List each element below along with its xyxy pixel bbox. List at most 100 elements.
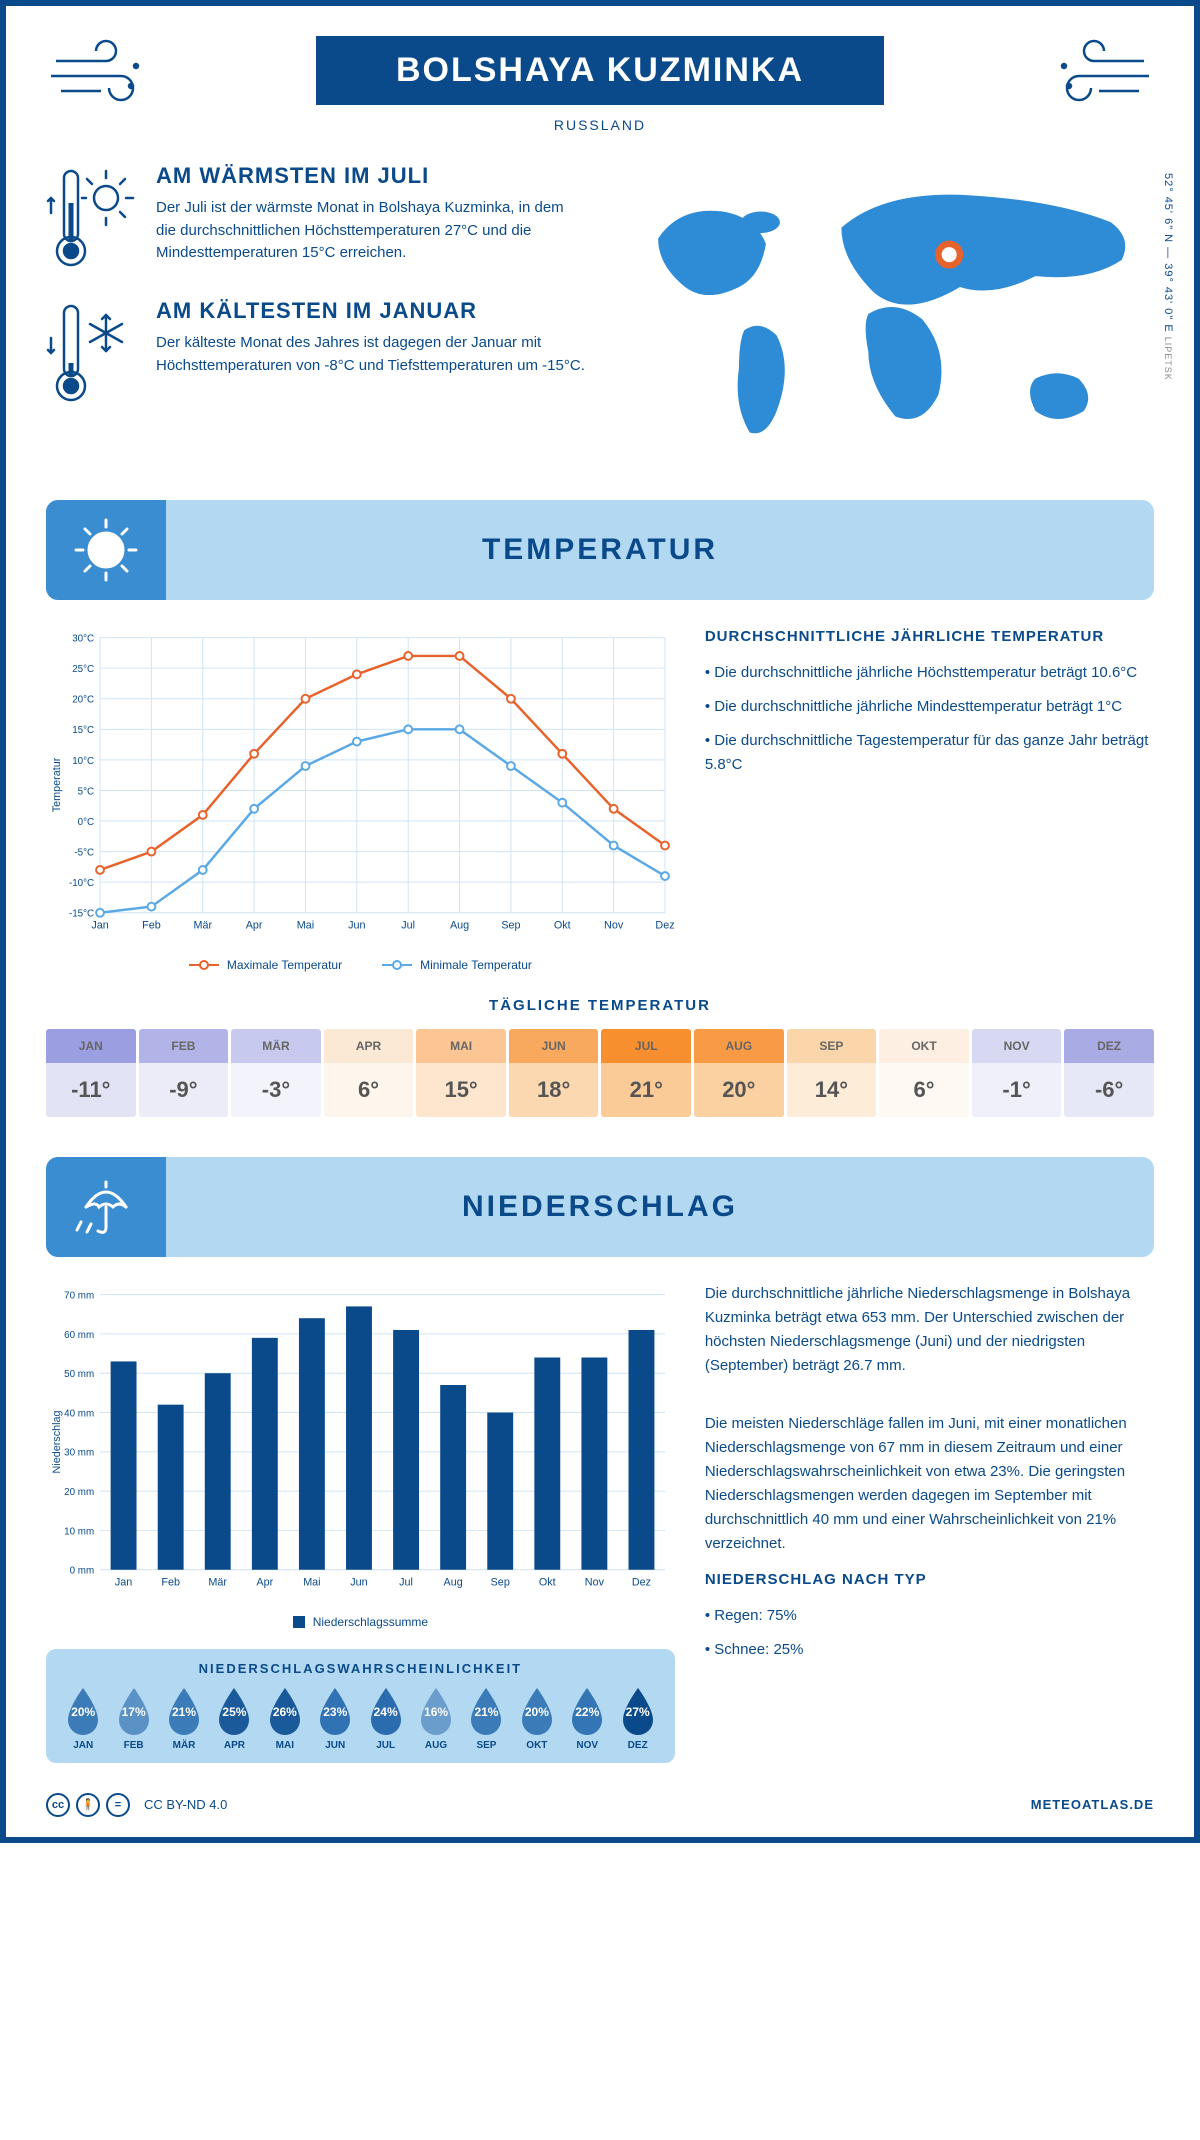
svg-text:Apr: Apr [256, 1576, 273, 1588]
svg-text:Okt: Okt [554, 919, 571, 931]
page-title: BOLSHAYA KUZMINKA [316, 36, 884, 105]
by-icon: 🧍 [76, 1793, 100, 1817]
cc-icon: cc [46, 1793, 70, 1817]
country-subtitle: RUSSLAND [46, 117, 1154, 133]
temp-cell: AUG 20° [694, 1029, 784, 1117]
precipitation-section-header: NIEDERSCHLAG [46, 1157, 1154, 1257]
svg-text:0 mm: 0 mm [70, 1565, 95, 1576]
daily-temp-table: JAN -11° FEB -9° MÄR -3° APR 6° MAI 15° … [46, 1029, 1154, 1117]
svg-text:-5°C: -5°C [74, 847, 94, 858]
probability-drop: 23% JUN [310, 1686, 360, 1751]
precipitation-summary: Die durchschnittliche jährliche Niedersc… [705, 1282, 1154, 1763]
temp-cell: MAI 15° [416, 1029, 506, 1117]
temp-cell: APR 6° [324, 1029, 414, 1117]
temp-cell: FEB -9° [139, 1029, 229, 1117]
svg-text:Dez: Dez [632, 1576, 651, 1588]
svg-text:Nov: Nov [604, 919, 624, 931]
thermometer-hot-icon [46, 163, 136, 273]
coldest-text: Der kälteste Monat des Jahres ist dagege… [156, 332, 585, 377]
precipitation-chart: 0 mm 10 mm 20 mm 30 mm 40 mm 50 mm 60 mm 70 mm J… [46, 1282, 675, 1629]
coldest-fact: AM KÄLTESTEN IM JANUAR Der kälteste Mona… [46, 298, 585, 408]
svg-text:50 mm: 50 mm [64, 1369, 94, 1380]
svg-text:Jul: Jul [399, 1576, 413, 1588]
wind-icon-left [46, 36, 166, 116]
temp-cell: DEZ -6° [1064, 1029, 1154, 1117]
probability-drop: 27% DEZ [612, 1686, 662, 1751]
temp-cell: MÄR -3° [231, 1029, 321, 1117]
svg-text:Niederschlag: Niederschlag [51, 1410, 63, 1473]
footer: cc 🧍 = CC BY-ND 4.0 METEOATLAS.DE [46, 1793, 1154, 1817]
temp-cell: JAN -11° [46, 1029, 136, 1117]
svg-text:0°C: 0°C [78, 817, 94, 828]
svg-text:25°C: 25°C [72, 664, 94, 675]
probability-drop: 26% MAI [260, 1686, 310, 1751]
coordinates: 52° 45' 6" N — 39° 43' 0" E LIPETSK [1162, 173, 1174, 381]
svg-text:10°C: 10°C [72, 756, 94, 767]
svg-text:20 mm: 20 mm [64, 1487, 94, 1498]
svg-text:60 mm: 60 mm [64, 1330, 94, 1341]
svg-text:40 mm: 40 mm [64, 1408, 94, 1419]
svg-text:Jan: Jan [115, 1576, 132, 1588]
temperature-summary: DURCHSCHNITTLICHE JÄHRLICHE TEMPERATUR •… [705, 625, 1154, 972]
svg-text:15°C: 15°C [72, 725, 94, 736]
probability-drop: 20% OKT [512, 1686, 562, 1751]
probability-drop: 21% MÄR [159, 1686, 209, 1751]
svg-text:Sep: Sep [501, 919, 520, 931]
probability-drop: 24% JUL [360, 1686, 410, 1751]
svg-text:Mär: Mär [193, 919, 212, 931]
svg-text:Aug: Aug [444, 1576, 463, 1588]
svg-text:5°C: 5°C [78, 786, 94, 797]
svg-text:Feb: Feb [161, 1576, 180, 1588]
temp-cell: JUL 21° [601, 1029, 691, 1117]
temp-cell: JUN 18° [509, 1029, 599, 1117]
probability-drop: 25% APR [209, 1686, 259, 1751]
temperature-title: TEMPERATUR [482, 533, 718, 567]
svg-text:Dez: Dez [655, 919, 674, 931]
temp-cell: NOV -1° [972, 1029, 1062, 1117]
svg-text:Jan: Jan [91, 919, 108, 931]
svg-text:30°C: 30°C [72, 633, 94, 644]
svg-text:Temperatur: Temperatur [51, 757, 63, 812]
svg-text:Mär: Mär [208, 1576, 227, 1588]
precipitation-title: NIEDERSCHLAG [462, 1190, 738, 1224]
svg-text:Jul: Jul [401, 919, 415, 931]
coldest-title: AM KÄLTESTEN IM JANUAR [156, 298, 585, 324]
umbrella-icon [71, 1172, 141, 1242]
svg-text:-15°C: -15°C [69, 908, 94, 919]
probability-drop: 21% SEP [461, 1686, 511, 1751]
temperature-legend: Maximale Temperatur Minimale Temperatur [46, 958, 675, 972]
svg-text:Feb: Feb [142, 919, 161, 931]
svg-text:30 mm: 30 mm [64, 1448, 94, 1459]
probability-drop: 22% NOV [562, 1686, 612, 1751]
precipitation-probability: NIEDERSCHLAGSWAHRSCHEINLICHKEIT 20% JAN … [46, 1649, 675, 1763]
world-map: 52° 45' 6" N — 39° 43' 0" E LIPETSK [615, 163, 1154, 470]
temp-cell: SEP 14° [787, 1029, 877, 1117]
nd-icon: = [106, 1793, 130, 1817]
svg-text:Jun: Jun [350, 1576, 367, 1588]
svg-text:Aug: Aug [450, 919, 469, 931]
thermometer-cold-icon [46, 298, 136, 408]
svg-text:20°C: 20°C [72, 695, 94, 706]
svg-text:Nov: Nov [585, 1576, 605, 1588]
probability-drop: 16% AUG [411, 1686, 461, 1751]
warmest-fact: AM WÄRMSTEN IM JULI Der Juli ist der wär… [46, 163, 585, 273]
probability-drop: 20% JAN [58, 1686, 108, 1751]
sun-icon [71, 515, 141, 585]
svg-text:Mai: Mai [303, 1576, 320, 1588]
wind-icon-right [1034, 36, 1154, 116]
warmest-title: AM WÄRMSTEN IM JULI [156, 163, 585, 189]
probability-drop: 17% FEB [108, 1686, 158, 1751]
daily-temp-heading: TÄGLICHE TEMPERATUR [46, 997, 1154, 1014]
svg-text:Mai: Mai [297, 919, 314, 931]
svg-text:10 mm: 10 mm [64, 1526, 94, 1537]
temperature-chart: -15°C -10°C -5°C 0°C 5°C 10°C 15°C 20°C 25°C 30°C… [46, 625, 675, 972]
temp-cell: OKT 6° [879, 1029, 969, 1117]
license: cc 🧍 = CC BY-ND 4.0 [46, 1793, 227, 1817]
svg-text:Okt: Okt [539, 1576, 556, 1588]
site-name: METEOATLAS.DE [1031, 1797, 1154, 1812]
svg-text:-10°C: -10°C [69, 878, 94, 889]
header: BOLSHAYA KUZMINKA RUSSLAND [46, 36, 1154, 133]
svg-text:Sep: Sep [491, 1576, 510, 1588]
svg-text:Jun: Jun [348, 919, 365, 931]
svg-text:70 mm: 70 mm [64, 1290, 94, 1301]
